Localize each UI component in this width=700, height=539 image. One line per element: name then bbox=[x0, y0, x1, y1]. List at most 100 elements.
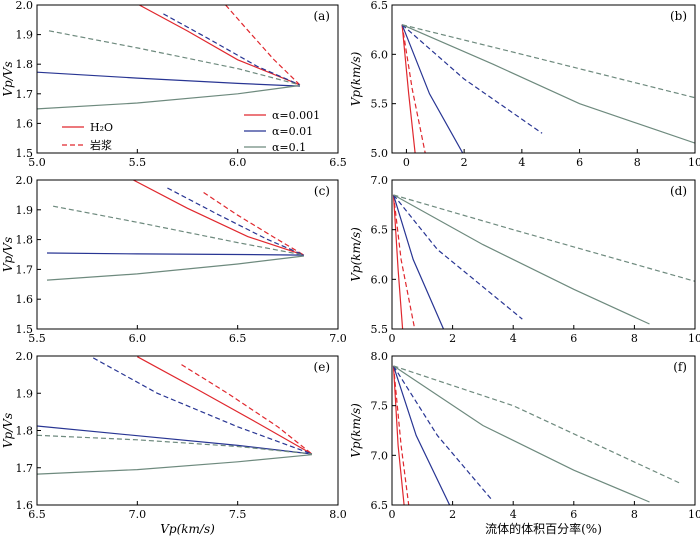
series-line-gray-solid bbox=[393, 365, 650, 503]
y-tick-label: 7.5 bbox=[371, 400, 389, 413]
plot-frame bbox=[391, 179, 696, 330]
series-line-gray-dashed bbox=[48, 30, 301, 86]
legend-label: α=0.1 bbox=[272, 141, 306, 154]
series-line-red-solid bbox=[401, 24, 416, 153]
y-tick-label: 7.0 bbox=[371, 449, 389, 462]
x-tick-label: 0 bbox=[389, 508, 396, 521]
series-line-gray-dashed bbox=[401, 24, 695, 99]
series-line-blue-dashed bbox=[401, 24, 543, 134]
x-tick-label: 2 bbox=[449, 332, 456, 345]
x-tick-label: 10 bbox=[688, 156, 700, 169]
y-tick-label: 1.9 bbox=[16, 29, 34, 42]
y-axis-label: Vp(km/s) bbox=[349, 51, 363, 106]
x-tick-label: 6.5 bbox=[28, 508, 46, 521]
plot-frame bbox=[391, 4, 696, 154]
series-line-gray-solid bbox=[393, 194, 650, 325]
series-line-blue-solid bbox=[37, 425, 312, 455]
x-tick-label: 7.0 bbox=[129, 508, 147, 521]
y-tick-label: 2.0 bbox=[16, 174, 34, 187]
x-tick-label: 5.0 bbox=[28, 156, 46, 169]
x-tick-label: 2 bbox=[449, 508, 456, 521]
x-tick-label: 0 bbox=[389, 332, 396, 345]
x-tick-label: 6 bbox=[576, 156, 583, 169]
series-line-gray-dashed bbox=[37, 434, 312, 455]
y-axis-label: Vp(km/s) bbox=[349, 227, 363, 282]
y-tick-label: 1.7 bbox=[16, 263, 34, 276]
legend-label: α=0.01 bbox=[272, 125, 313, 138]
x-tick-label: 7.5 bbox=[229, 508, 247, 521]
series-line-red-dashed bbox=[225, 5, 301, 86]
series-line-blue-solid bbox=[392, 194, 445, 329]
panel-label: (a) bbox=[313, 9, 330, 23]
series-line-blue-dashed bbox=[392, 365, 493, 501]
series-line-red-solid bbox=[139, 5, 301, 86]
x-tick-label: 6 bbox=[570, 332, 577, 345]
plot-frame bbox=[36, 4, 339, 154]
series-line-blue-solid bbox=[46, 252, 304, 256]
x-tick-label: 6.5 bbox=[329, 156, 347, 169]
y-tick-label: 7.0 bbox=[371, 174, 389, 187]
y-tick-label: 6.0 bbox=[371, 273, 389, 286]
panel-f: 0 2 4 6 8 10 6.5 7.0 7.5 8.0 (f) Vp(km/s) 流体的体积百分率(%… bbox=[349, 350, 700, 536]
y-tick-label: 1.5 bbox=[16, 147, 34, 160]
x-tick-label: 6 bbox=[570, 508, 577, 521]
panel-d: 0 2 4 6 8 10 5.5 6.0 6.5 7.0 (d) Vp(km/s) bbox=[349, 174, 700, 345]
series-line-gray-dashed bbox=[393, 194, 695, 282]
series-line-red-solid bbox=[392, 365, 405, 505]
series-line-blue-solid bbox=[37, 71, 300, 87]
plot-frame bbox=[391, 355, 696, 506]
legend-label: H₂O bbox=[90, 121, 113, 134]
y-tick-label: 1.8 bbox=[16, 234, 34, 247]
y-tick-label: 1.8 bbox=[16, 425, 34, 438]
series-line-red-dashed bbox=[392, 194, 416, 329]
panel-label: (b) bbox=[670, 9, 687, 23]
series-line-gray-solid bbox=[37, 454, 312, 475]
x-axis-label: 流体的体积百分率(%) bbox=[485, 521, 602, 536]
y-axis-label: Vp(km/s) bbox=[349, 403, 363, 458]
panel-label: (f) bbox=[673, 360, 687, 374]
x-tick-label: 8 bbox=[634, 156, 641, 169]
series-line-red-dashed bbox=[203, 192, 305, 256]
y-tick-label: 1.6 bbox=[16, 499, 34, 512]
panel-label: (e) bbox=[314, 360, 330, 374]
y-tick-label: 1.6 bbox=[16, 117, 34, 130]
y-tick-label: 6.5 bbox=[371, 499, 389, 512]
y-axis-label: Vp/Vs bbox=[1, 237, 15, 272]
y-tick-label: 6.0 bbox=[371, 48, 389, 61]
x-tick-label: 4 bbox=[510, 508, 517, 521]
panel-label: (d) bbox=[670, 184, 687, 198]
series-line-red-dashed bbox=[181, 364, 313, 455]
y-tick-label: 1.8 bbox=[16, 58, 34, 71]
x-tick-label: 2 bbox=[461, 156, 468, 169]
y-tick-label: 1.5 bbox=[16, 323, 34, 336]
x-tick-label: 10 bbox=[688, 332, 700, 345]
y-tick-label: 1.7 bbox=[16, 462, 34, 475]
y-axis-label: Vp/Vs bbox=[1, 413, 15, 448]
panel-label: (c) bbox=[314, 184, 330, 198]
legend: H₂O 岩浆 α=0.001 α=0.01 α=0.1 bbox=[62, 109, 320, 154]
series-line-blue-dashed bbox=[92, 357, 313, 455]
x-tick-label: 8 bbox=[631, 332, 638, 345]
panel-c: 5.5 6.0 6.5 7.0 1.5 1.6 1.7 1.8 1.9 2.0 (c) Vp/Vs bbox=[1, 174, 347, 345]
series-line-red-dashed bbox=[392, 365, 410, 505]
series-line-red-dashed bbox=[401, 24, 426, 153]
y-tick-label: 5.5 bbox=[371, 98, 389, 111]
x-tick-label: 7.0 bbox=[329, 332, 347, 345]
series-line-blue-dashed bbox=[167, 187, 305, 256]
plot-frame bbox=[36, 179, 339, 330]
series-line-gray-solid bbox=[401, 24, 695, 144]
y-tick-label: 1.6 bbox=[16, 293, 34, 306]
series-line-red-solid bbox=[133, 180, 305, 256]
y-tick-label: 1.9 bbox=[16, 204, 34, 217]
panel-b: 0 2 4 6 8 10 5.0 5.5 6.0 6.5 (b) Vp(km/s) bbox=[349, 0, 700, 169]
panel-e: 6.5 7.0 7.5 8.0 1.6 1.7 1.8 1.9 2.0 (e) Vp/Vs Vp(km… bbox=[1, 350, 347, 536]
x-axis-label: Vp(km/s) bbox=[160, 522, 215, 536]
x-tick-label: 0 bbox=[403, 156, 410, 169]
panel-a: 5.0 5.5 6.0 6.5 1.5 1.6 1.7 1.8 1.9 2.0 (a) Vp/Vs bbox=[1, 0, 347, 169]
x-tick-label: 4 bbox=[510, 332, 517, 345]
y-tick-label: 2.0 bbox=[16, 350, 34, 363]
series-line-red-solid bbox=[392, 194, 404, 329]
x-tick-label: 10 bbox=[688, 508, 700, 521]
series-line-gray-solid bbox=[46, 255, 304, 281]
x-tick-label: 8 bbox=[631, 508, 638, 521]
